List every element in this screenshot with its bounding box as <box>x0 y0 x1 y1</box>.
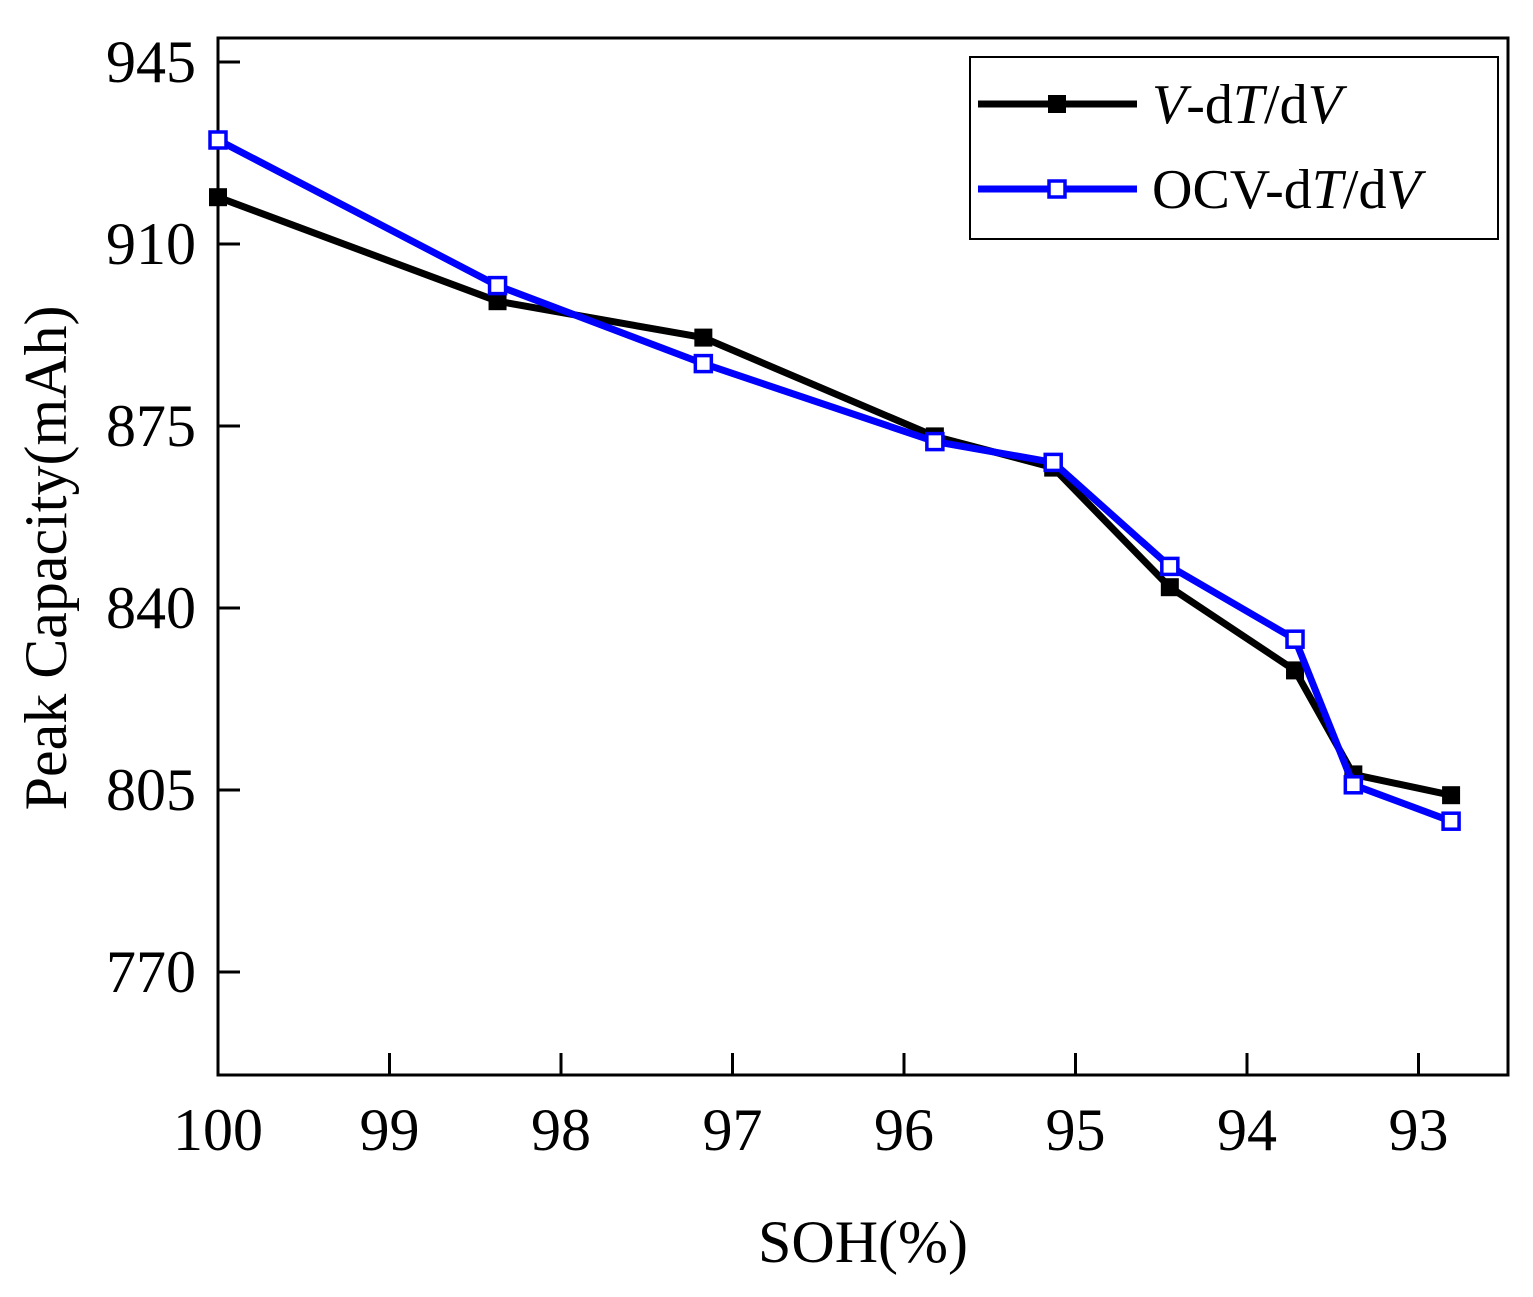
x-axis-title: SOH(%) <box>758 1209 968 1275</box>
plot-border <box>216 36 1510 1077</box>
legend-label-part: V <box>1386 159 1426 221</box>
data-point <box>1441 811 1461 831</box>
x-tick-label: 97 <box>703 1097 763 1163</box>
data-point <box>1043 452 1063 473</box>
series-ocv-dt-dv <box>208 130 1461 831</box>
legend-marker <box>1048 95 1066 113</box>
data-point <box>1286 661 1305 680</box>
legend-entry: V-dT/dV <box>978 74 1348 136</box>
data-point <box>1343 775 1364 795</box>
y-tick-label: 910 <box>106 211 196 277</box>
x-tick-label: 98 <box>531 1097 591 1163</box>
x-tick-label: 96 <box>874 1097 934 1163</box>
y-axis: 770 805 840 875 910 945 <box>106 29 240 1005</box>
x-tick-label: 99 <box>360 1097 420 1163</box>
x-tick-label: 100 <box>173 1097 263 1163</box>
x-tick-label: 94 <box>1217 1097 1277 1163</box>
y-tick-label: 875 <box>106 393 196 459</box>
plot-frame <box>216 36 1510 1077</box>
data-point <box>1160 556 1180 577</box>
y-tick-label: 805 <box>106 757 196 823</box>
series-line <box>216 136 1453 825</box>
legend-label-part: -d <box>1186 74 1233 136</box>
legend-label-part: OCV-d <box>1152 159 1312 221</box>
legend-label-part: T <box>1233 74 1268 136</box>
data-point <box>1442 786 1461 805</box>
data-point <box>488 292 507 311</box>
series-v-dt-dv <box>209 188 1461 805</box>
data-point <box>925 431 945 452</box>
y-axis-title: Peak Capacity(mAh) <box>13 306 79 811</box>
legend-entry: OCV-dT/dV <box>978 159 1426 221</box>
data-point <box>487 275 508 296</box>
x-tick-label: 93 <box>1389 1097 1449 1163</box>
legend-box <box>969 56 1499 240</box>
y-tick-label: 945 <box>106 29 196 95</box>
series-layer <box>208 130 1461 831</box>
series-line <box>216 193 1452 799</box>
data-point <box>694 328 713 347</box>
x-tick-label: 95 <box>1046 1097 1106 1163</box>
x-axis: 100 99 98 97 96 95 94 93 <box>173 1053 1449 1163</box>
y-tick-label: 770 <box>106 939 196 1005</box>
legend-label-part: /d <box>1264 74 1308 136</box>
data-point <box>693 353 714 374</box>
data-point <box>1160 578 1179 597</box>
legend-label-part: /d <box>1343 159 1387 221</box>
legend-label-part: T <box>1312 159 1347 221</box>
legend-label-part: V <box>1308 74 1348 136</box>
legend-label: V-dT/dV <box>1152 74 1348 136</box>
legend-label: OCV-dT/dV <box>1152 159 1426 221</box>
legend-marker <box>1047 179 1067 199</box>
legend-label-part: V <box>1152 74 1192 136</box>
y-tick-label: 840 <box>106 575 196 641</box>
data-point <box>209 188 227 207</box>
data-point <box>1285 629 1305 649</box>
data-point <box>208 130 228 150</box>
